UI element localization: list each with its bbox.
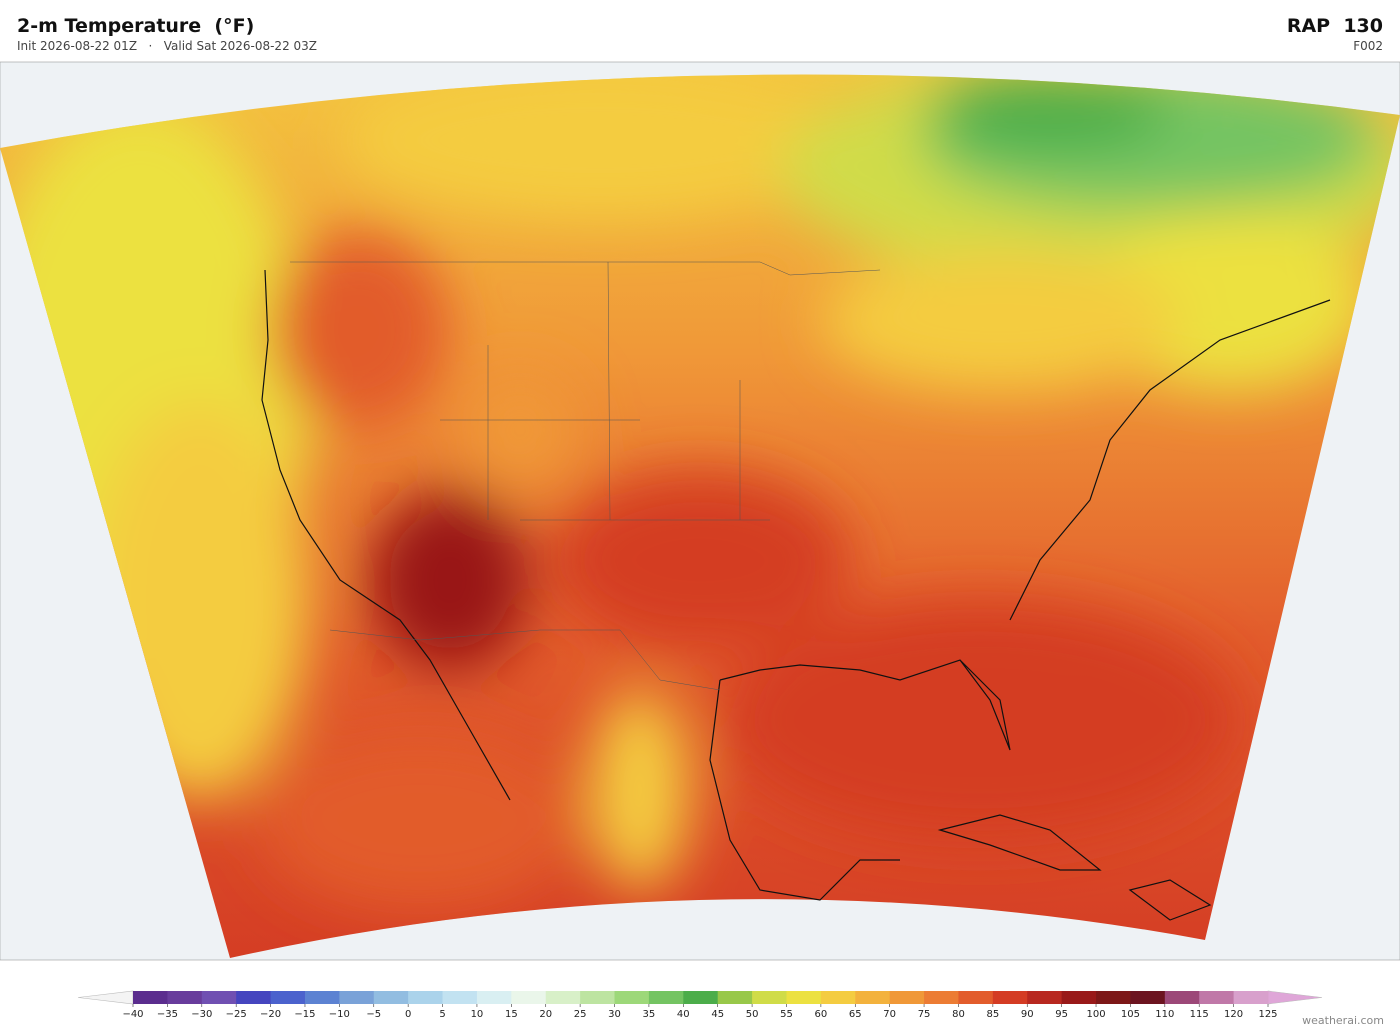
- colorbar-tick-label: 55: [780, 1009, 793, 1020]
- colorbar-tick-label: 30: [608, 1009, 621, 1020]
- coastlines: [261, 269, 1331, 921]
- colorbar-segment: [1233, 991, 1269, 1004]
- colorbar-segment: [408, 991, 444, 1004]
- colorbar-segment: [717, 991, 753, 1004]
- colorbar-segment: [201, 991, 237, 1004]
- colorbar-segment: [236, 991, 272, 1004]
- colorbar: −40 −35 −30 −25 −20 −15 −10 −5 0 5 10 15 20 25 30 35 40 4…: [77, 990, 1323, 1020]
- colorbar-tick-label: −35: [157, 1009, 178, 1020]
- colorbar-tick-label: 60: [815, 1009, 828, 1020]
- colorbar-segment: [133, 991, 168, 1004]
- colorbar-tick-label: 80: [952, 1009, 965, 1020]
- colorbar-tick-label: 25: [574, 1009, 587, 1020]
- colorbar-segment: [752, 991, 787, 1004]
- colorbar-tick-label: 20: [539, 1009, 552, 1020]
- colorbar-segment: [1130, 991, 1166, 1004]
- colorbar-tick-label: 15: [505, 1009, 518, 1020]
- colorbar-segment: [889, 991, 925, 1004]
- model-name: RAP 130: [1286, 15, 1383, 37]
- colorbar-tick-label: 115: [1190, 1009, 1209, 1020]
- colorbar-segment: [786, 991, 822, 1004]
- colorbar-segment: [1027, 991, 1063, 1004]
- colorbar-tick-label: 10: [471, 1009, 484, 1020]
- colorbar-segment: [1199, 991, 1235, 1004]
- colorbar-segment: [1061, 991, 1097, 1004]
- temperature-field: [0, 74, 1400, 958]
- colorbar-extend-high: [1267, 990, 1323, 1005]
- colorbar-tick-label: 70: [883, 1009, 896, 1020]
- colorbar-tick-label: −30: [191, 1009, 212, 1020]
- colorbar-tick-label: 95: [1055, 1009, 1068, 1020]
- colorbar-tick-label: 120: [1224, 1009, 1243, 1020]
- colorbar-tick-label: −20: [260, 1009, 281, 1020]
- colorbar-tick-label: 65: [849, 1009, 862, 1020]
- colorbar-tick-label: 90: [1021, 1009, 1034, 1020]
- colorbar-segment: [958, 991, 994, 1004]
- colorbar-tick-label: 5: [439, 1009, 445, 1020]
- colorbar-segment: [442, 991, 478, 1004]
- colorbar-segment: [855, 991, 891, 1004]
- colorbar-segment: [1096, 991, 1131, 1004]
- colorbar-tick-label: 0: [405, 1009, 411, 1020]
- colorbar-segment: [545, 991, 581, 1004]
- colorbar-tick-label: 110: [1155, 1009, 1174, 1020]
- colorbar-segment: [614, 991, 650, 1004]
- colorbar-tick-label: 45: [711, 1009, 724, 1020]
- colorbar-tick-label: −5: [366, 1009, 381, 1020]
- credit: weatherai.com: [1302, 1014, 1384, 1027]
- forecast-hour: F002: [1353, 39, 1383, 53]
- borders: [290, 261, 881, 691]
- colorbar-extend-low: [77, 990, 134, 1005]
- colorbar-tick-label: −40: [122, 1009, 143, 1020]
- title: 2-m Temperature (°F): [17, 15, 255, 37]
- colorbar-segment: [339, 991, 375, 1004]
- colorbar-tick-label: −25: [226, 1009, 247, 1020]
- colorbar-tick-label: 105: [1121, 1009, 1140, 1020]
- colorbar-segment: [511, 991, 547, 1004]
- colorbar-segment: [373, 991, 409, 1004]
- colorbar-tick-label: −15: [294, 1009, 315, 1020]
- colorbar-segment: [304, 991, 340, 1004]
- colorbar-segment: [167, 991, 203, 1004]
- colorbar-segment: [648, 991, 684, 1004]
- colorbar-segment: [683, 991, 719, 1004]
- subtitle: Init 2026-08-22 01Z · Valid Sat 2026-08-…: [17, 39, 318, 53]
- colorbar-tick-label: 100: [1086, 1009, 1105, 1020]
- colorbar-tick-label: −10: [329, 1009, 350, 1020]
- colorbar-segment: [270, 991, 306, 1004]
- colorbar-tick-label: 125: [1258, 1009, 1277, 1020]
- colorbar-tick-label: 50: [746, 1009, 759, 1020]
- colorbar-tick-label: 85: [986, 1009, 999, 1020]
- colorbar-segment: [1164, 991, 1200, 1004]
- colorbar-segment: [476, 991, 512, 1004]
- colorbar-segment: [992, 991, 1028, 1004]
- colorbar-tick-label: 75: [918, 1009, 931, 1020]
- colorbar-tick-label: 35: [643, 1009, 656, 1020]
- colorbar-segment: [820, 991, 856, 1004]
- colorbar-tick-label: 40: [677, 1009, 690, 1020]
- colorbar-segment: [580, 991, 616, 1004]
- colorbar-segment: [924, 991, 959, 1004]
